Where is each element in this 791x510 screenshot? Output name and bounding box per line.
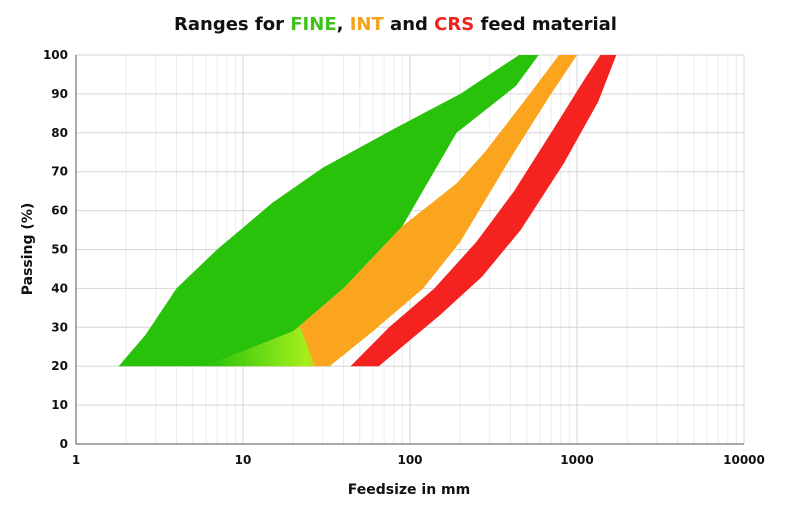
y-tick-label: 100 xyxy=(43,48,68,62)
title-fine: FINE xyxy=(290,14,337,35)
title-part-7: feed material xyxy=(474,14,617,35)
y-tick-label: 80 xyxy=(51,126,68,140)
y-tick-label: 40 xyxy=(51,281,68,295)
title-part-3: , xyxy=(336,14,350,35)
y-axis-label: Passing (%) xyxy=(20,203,36,295)
y-tick-label: 50 xyxy=(51,243,68,257)
data-bands xyxy=(118,55,617,367)
y-tick-label: 70 xyxy=(51,165,68,179)
title-int: INT xyxy=(349,14,384,35)
y-tick-label: 60 xyxy=(51,204,68,218)
title-crs: CRS xyxy=(434,14,475,35)
y-tick-label: 20 xyxy=(51,359,68,373)
y-tick-label: 90 xyxy=(51,87,68,101)
band-crs xyxy=(350,55,617,367)
y-tick-label: 10 xyxy=(51,398,68,412)
x-tick-label: 1 xyxy=(72,453,80,467)
x-axis-label: Feedsize in mm xyxy=(348,482,470,498)
x-tick-label: 10 xyxy=(235,453,252,467)
y-tick-label: 0 xyxy=(60,437,68,451)
band-int xyxy=(206,55,577,367)
title-part-5: and xyxy=(383,14,435,35)
tick-labels: 1 10 100 1000 10000 0 10 20 30 40 50 60 70 80 90 100 xyxy=(43,48,765,467)
x-tick-label: 10000 xyxy=(723,453,765,467)
x-tick-label: 1000 xyxy=(560,453,593,467)
chart-title: Ranges for FINE, INT and CRS feed materi… xyxy=(0,14,791,35)
y-tick-label: 30 xyxy=(51,320,68,334)
x-tick-label: 100 xyxy=(397,453,422,467)
band-fine xyxy=(118,55,539,367)
band-blend xyxy=(206,327,315,367)
title-part-1: Ranges for xyxy=(174,14,291,35)
axes xyxy=(75,55,744,445)
